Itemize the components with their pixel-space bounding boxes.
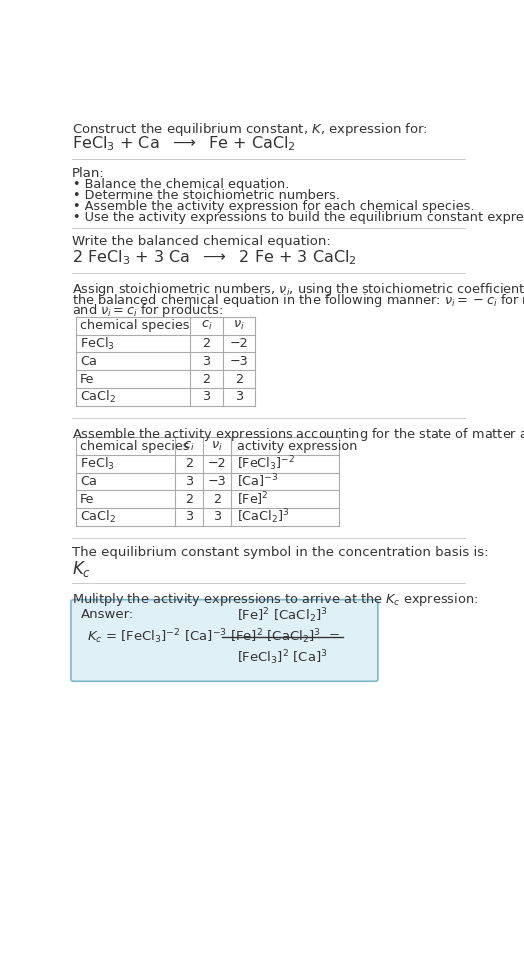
Text: CaCl$_2$: CaCl$_2$ <box>80 388 116 405</box>
Text: $\nu_i$: $\nu_i$ <box>233 319 245 333</box>
Text: chemical species: chemical species <box>80 319 190 333</box>
Text: The equilibrium constant symbol in the concentration basis is:: The equilibrium constant symbol in the c… <box>72 546 488 558</box>
Text: CaCl$_2$: CaCl$_2$ <box>80 508 116 525</box>
Text: [Fe]$^{2}$ [CaCl$_2$]$^{3}$: [Fe]$^{2}$ [CaCl$_2$]$^{3}$ <box>237 606 328 625</box>
Text: Answer:: Answer: <box>81 608 134 621</box>
Text: activity expression: activity expression <box>237 439 357 453</box>
Text: Ca: Ca <box>80 355 97 368</box>
Text: 2: 2 <box>203 373 211 385</box>
Text: −3: −3 <box>230 355 248 368</box>
Text: • Use the activity expressions to build the equilibrium constant expression.: • Use the activity expressions to build … <box>73 210 524 224</box>
Text: $c_i$: $c_i$ <box>183 439 194 453</box>
Text: −3: −3 <box>208 475 226 488</box>
Text: chemical species: chemical species <box>80 439 190 453</box>
Text: Fe: Fe <box>80 373 95 385</box>
Text: −2: −2 <box>230 337 248 350</box>
Text: Ca: Ca <box>80 475 97 488</box>
Text: Plan:: Plan: <box>72 167 104 180</box>
Text: the balanced chemical equation in the following manner: $\nu_i = -c_i$ for react: the balanced chemical equation in the fo… <box>72 291 524 308</box>
Text: and $\nu_i = c_i$ for products:: and $\nu_i = c_i$ for products: <box>72 303 223 319</box>
Text: $K_c$: $K_c$ <box>72 559 91 579</box>
Text: • Determine the stoichiometric numbers.: • Determine the stoichiometric numbers. <box>73 189 340 202</box>
Text: FeCl$_3$: FeCl$_3$ <box>80 456 115 472</box>
Text: 3: 3 <box>213 510 221 524</box>
Text: Assign stoichiometric numbers, $\nu_i$, using the stoichiometric coefficients, $: Assign stoichiometric numbers, $\nu_i$, … <box>72 281 524 298</box>
Text: 2: 2 <box>185 493 193 505</box>
Text: 3: 3 <box>202 390 211 404</box>
Text: [FeCl$_3$]$^{2}$ [Ca]$^{3}$: [FeCl$_3$]$^{2}$ [Ca]$^{3}$ <box>237 648 328 667</box>
Text: [FeCl$_3$]$^{-2}$: [FeCl$_3$]$^{-2}$ <box>237 455 294 473</box>
Text: [Ca]$^{-3}$: [Ca]$^{-3}$ <box>237 473 278 490</box>
Text: Mulitply the activity expressions to arrive at the $K_c$ expression:: Mulitply the activity expressions to arr… <box>72 591 478 608</box>
Text: 2 FeCl$_3$ + 3 Ca  $\longrightarrow$  2 Fe + 3 CaCl$_2$: 2 FeCl$_3$ + 3 Ca $\longrightarrow$ 2 Fe… <box>72 249 356 267</box>
Text: • Balance the chemical equation.: • Balance the chemical equation. <box>73 179 290 191</box>
Text: 2: 2 <box>213 493 221 505</box>
Text: • Assemble the activity expression for each chemical species.: • Assemble the activity expression for e… <box>73 200 475 213</box>
Text: 3: 3 <box>202 355 211 368</box>
Text: $K_c$ = [FeCl$_3$]$^{-2}$ [Ca]$^{-3}$ [Fe]$^{2}$ [CaCl$_2$]$^{3}$  =: $K_c$ = [FeCl$_3$]$^{-2}$ [Ca]$^{-3}$ [F… <box>87 628 341 646</box>
Text: Assemble the activity expressions accounting for the state of matter and $\nu_i$: Assemble the activity expressions accoun… <box>72 426 524 443</box>
Text: $\nu_i$: $\nu_i$ <box>211 439 222 453</box>
Text: [Fe]$^{2}$: [Fe]$^{2}$ <box>237 490 268 508</box>
Text: 3: 3 <box>235 390 243 404</box>
Text: FeCl$_3$: FeCl$_3$ <box>80 335 115 352</box>
Text: 2: 2 <box>235 373 243 385</box>
Text: Construct the equilibrium constant, $K$, expression for:: Construct the equilibrium constant, $K$,… <box>72 121 428 138</box>
Text: 2: 2 <box>185 457 193 470</box>
Text: 3: 3 <box>184 510 193 524</box>
Text: 2: 2 <box>203 337 211 350</box>
Text: Fe: Fe <box>80 493 95 505</box>
Text: FeCl$_3$ + Ca  $\longrightarrow$  Fe + CaCl$_2$: FeCl$_3$ + Ca $\longrightarrow$ Fe + CaC… <box>72 135 296 153</box>
Text: $c_i$: $c_i$ <box>201 319 212 333</box>
FancyBboxPatch shape <box>71 600 378 681</box>
Text: 3: 3 <box>184 475 193 488</box>
Text: [CaCl$_2$]$^{3}$: [CaCl$_2$]$^{3}$ <box>237 507 289 527</box>
Text: Write the balanced chemical equation:: Write the balanced chemical equation: <box>72 235 331 249</box>
Text: −2: −2 <box>208 457 226 470</box>
